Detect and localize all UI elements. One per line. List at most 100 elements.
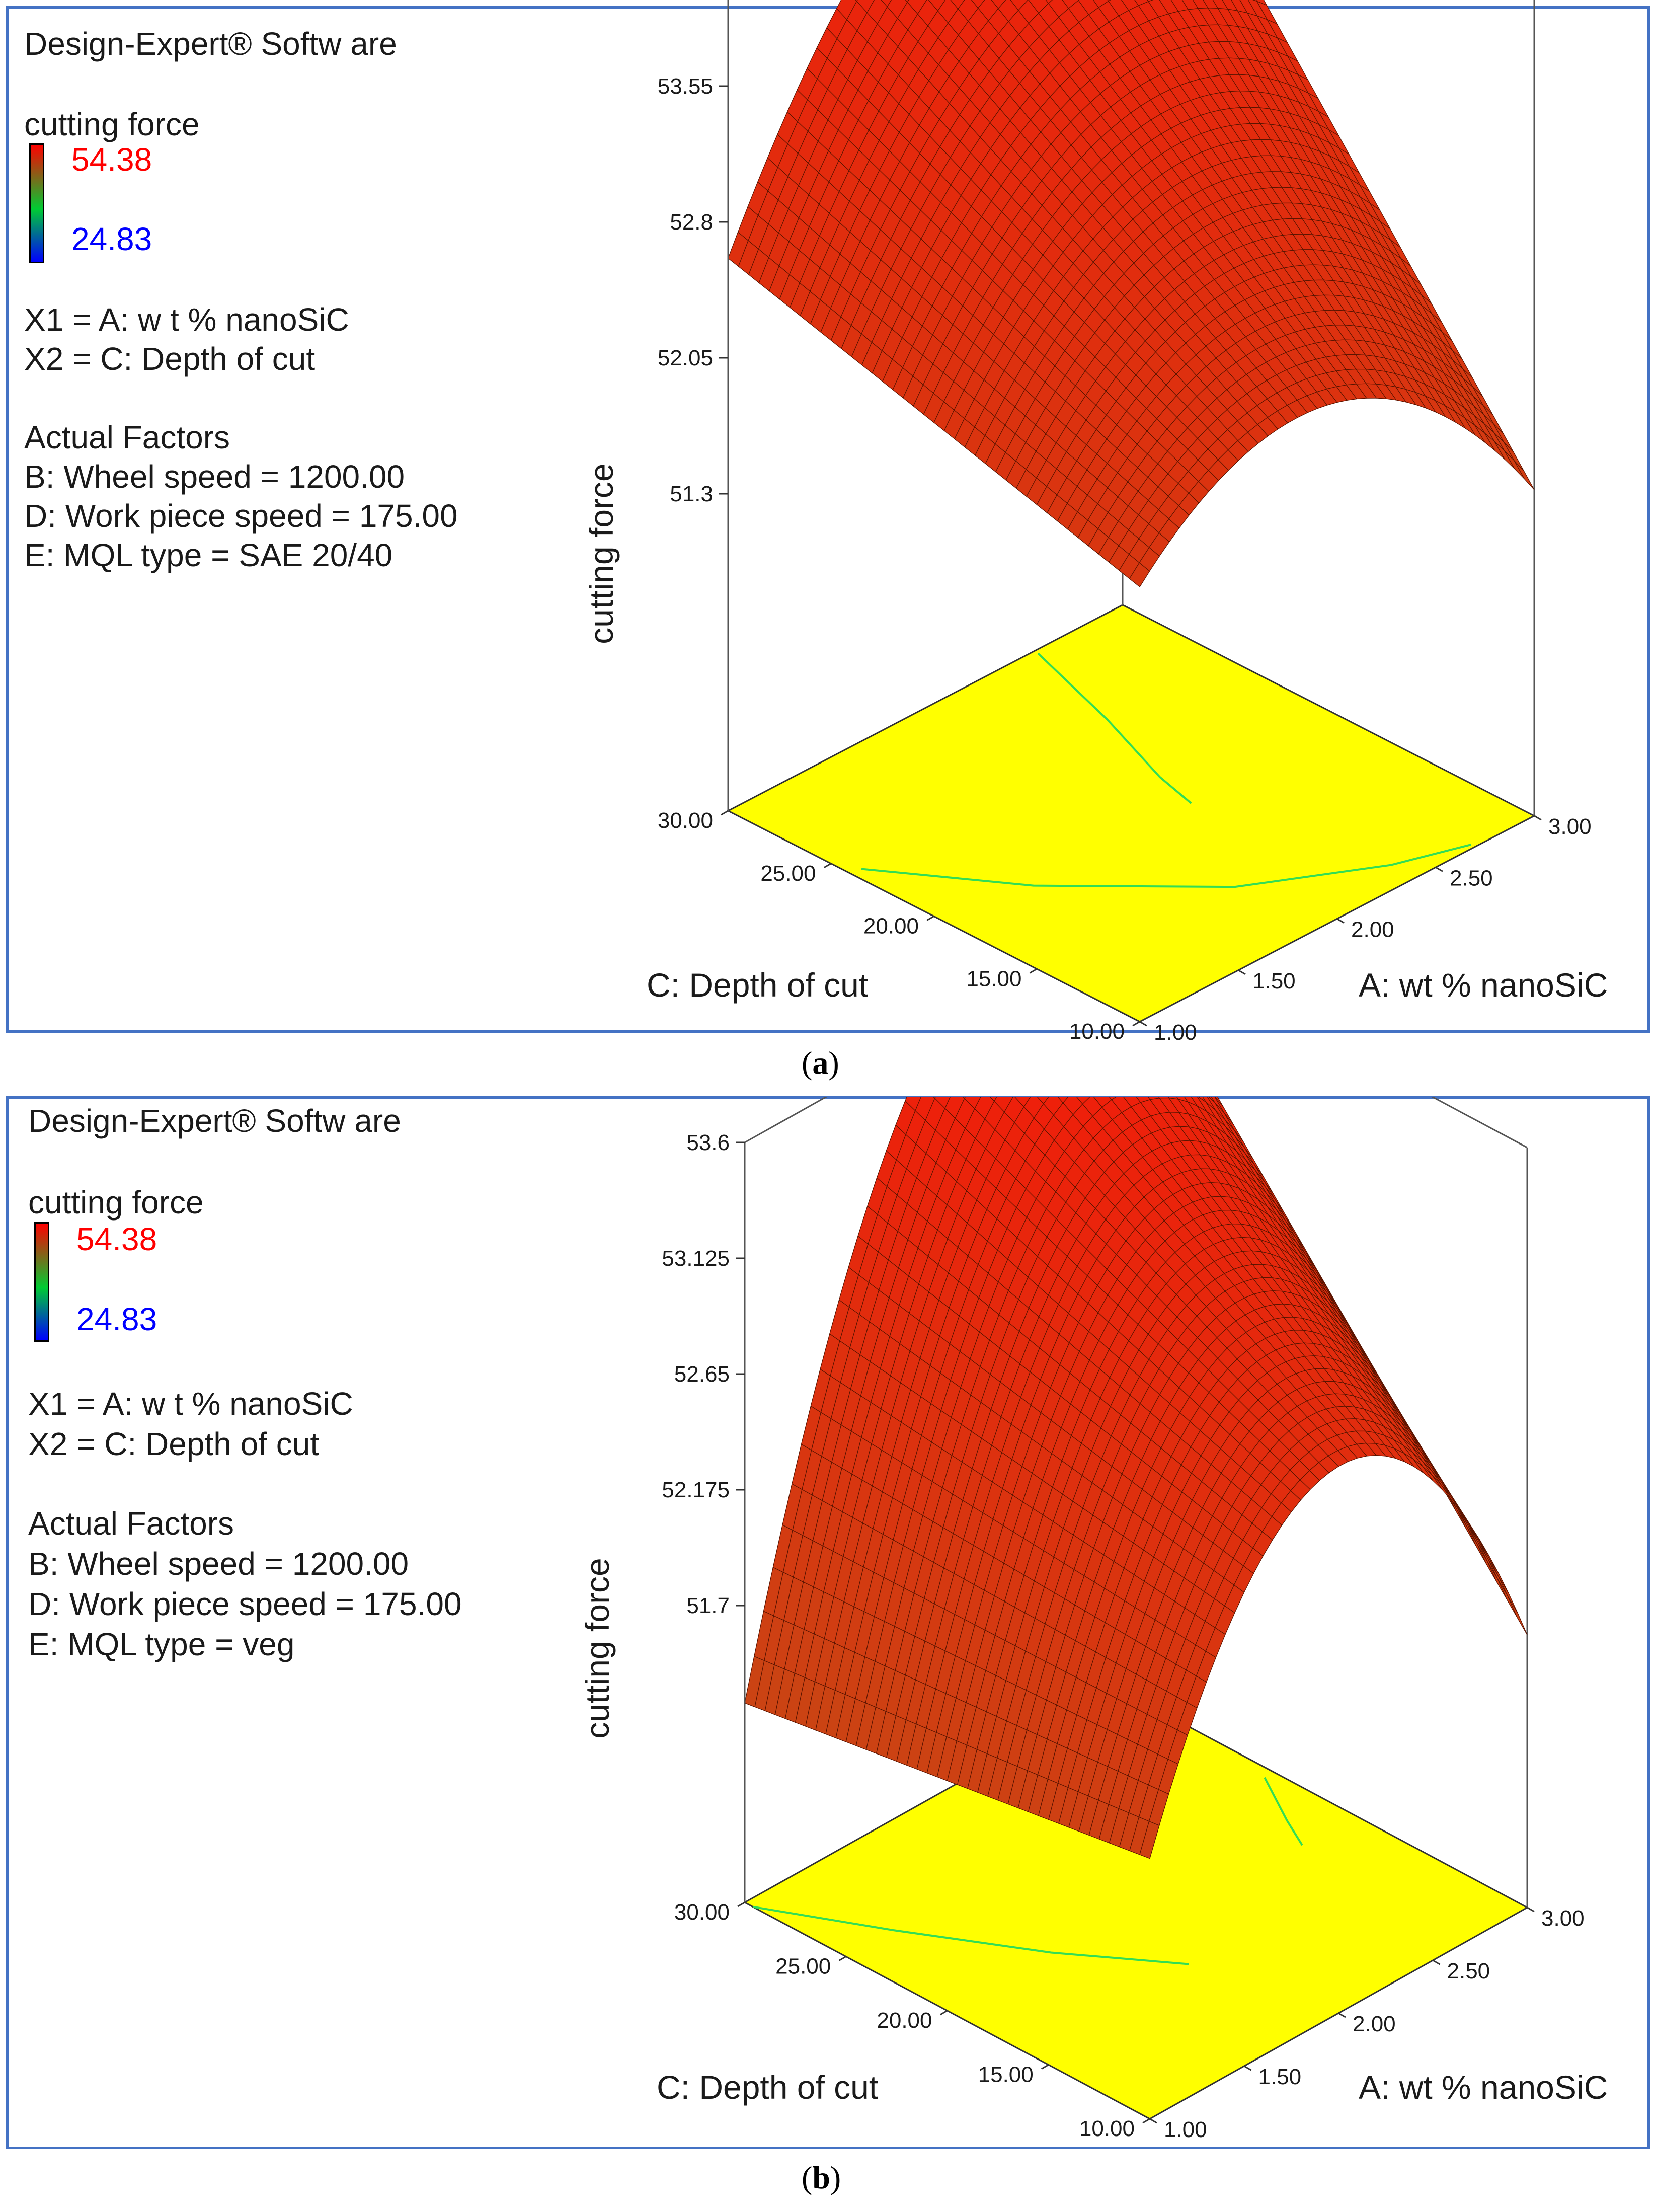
ticks-layer: 51.352.0552.853.5554.310.0015.0020.0025.… bbox=[658, 74, 1592, 1045]
x-tick-label: 1.00 bbox=[1164, 2117, 1207, 2142]
x-tick-label: 2.50 bbox=[1447, 1959, 1490, 1984]
surface-facet bbox=[1057, 1097, 1069, 1104]
surface-layer bbox=[728, 0, 1535, 587]
x-axis-label: A: wt % nanoSiC bbox=[1359, 2069, 1608, 2106]
y-tick-label: 15.00 bbox=[978, 2063, 1034, 2087]
x-tick bbox=[1432, 1959, 1441, 1965]
x-tick bbox=[1338, 2012, 1346, 2018]
frame-edge bbox=[744, 1097, 827, 1143]
legend-title: cutting force bbox=[24, 106, 200, 142]
y-tick bbox=[1041, 2064, 1049, 2070]
y-tick-label: 30.00 bbox=[674, 1900, 730, 1925]
x-tick bbox=[1527, 1906, 1535, 1913]
z-tick-label: 52.05 bbox=[658, 346, 713, 370]
surface-facet bbox=[1139, 1820, 1160, 1859]
caption-close: ) bbox=[830, 2160, 841, 2195]
y-tick-label: 25.00 bbox=[760, 861, 816, 886]
surface-facet bbox=[1507, 1595, 1528, 1635]
x-tick bbox=[1243, 2065, 1252, 2071]
y-axis-label: C: Depth of cut bbox=[647, 966, 868, 1004]
y-tick-label: 20.00 bbox=[877, 2008, 932, 2033]
surface-plot-a: 51.352.0552.853.5554.310.0015.0020.0025.… bbox=[583, 0, 1608, 1045]
z-tick-label: 51.3 bbox=[670, 482, 713, 506]
floor-contour bbox=[1037, 652, 1192, 804]
caption-letter: b bbox=[812, 2160, 830, 2195]
factor-e: E: MQL type = veg bbox=[28, 1626, 295, 1662]
y-tick bbox=[737, 1901, 745, 1908]
surface-facet bbox=[1487, 1561, 1508, 1600]
legend-colorbar bbox=[34, 1222, 49, 1342]
surface-facet bbox=[1129, 562, 1150, 587]
caption-close: ) bbox=[828, 1045, 839, 1081]
ticks-layer: 51.7 52.175 52.65 53.125 53.6 10.00 15.00 20.00… bbox=[662, 1130, 1584, 2142]
x-tick-label: 1.00 bbox=[1154, 1020, 1197, 1045]
surface-facet bbox=[881, 0, 892, 8]
x-tick-label: 3.00 bbox=[1548, 814, 1592, 839]
x1-definition: X1 = A: w t % nanoSiC bbox=[24, 301, 349, 338]
z-tick-label: 52.8 bbox=[670, 210, 713, 235]
x-tick-label: 2.50 bbox=[1450, 866, 1493, 890]
surface-facet bbox=[1037, 1097, 1049, 1105]
surface-plot-b: 51.7 52.175 52.65 53.125 53.6 10.00 15.00 20.00… bbox=[579, 1097, 1608, 2142]
z-tick-label: 53.125 bbox=[662, 1246, 730, 1271]
legend-title: cutting force bbox=[28, 1184, 204, 1221]
z-tick-label: 52.65 bbox=[674, 1362, 730, 1387]
software-title: Design-Expert® Softw are bbox=[24, 26, 397, 62]
z-tick-label: 53.55 bbox=[658, 74, 713, 99]
x-tick bbox=[1435, 866, 1443, 872]
x-tick bbox=[1238, 969, 1246, 975]
x2-definition: X2 = C: Depth of cut bbox=[28, 1426, 320, 1462]
y-tick-label: 10.00 bbox=[1069, 1019, 1125, 1044]
y-tick bbox=[721, 810, 729, 816]
x-tick-label: 2.00 bbox=[1351, 918, 1394, 942]
y-tick bbox=[1142, 2118, 1150, 2124]
legend-low-value: 24.83 bbox=[71, 221, 152, 257]
legend-high-value: 54.38 bbox=[76, 1221, 157, 1257]
x-tick-label: 1.50 bbox=[1252, 969, 1296, 994]
legend-high-value: 54.38 bbox=[71, 141, 152, 178]
x-tick-label: 1.50 bbox=[1258, 2065, 1302, 2089]
x-tick bbox=[1534, 815, 1542, 821]
software-title: Design-Expert® Softw are bbox=[28, 1103, 401, 1139]
caption-b: (b) bbox=[802, 2159, 841, 2196]
floor-layer bbox=[726, 604, 1536, 1023]
z-tick-label: 51.7 bbox=[686, 1593, 730, 1618]
factor-e: E: MQL type = SAE 20/40 bbox=[24, 537, 393, 573]
y-tick-label: 15.00 bbox=[966, 966, 1021, 991]
frame-edge bbox=[1431, 1097, 1528, 1149]
floor-contour bbox=[752, 1905, 1189, 1965]
y-tick bbox=[926, 916, 934, 921]
y-tick-label: 20.00 bbox=[863, 914, 919, 939]
y-tick-label: 10.00 bbox=[1079, 2116, 1135, 2141]
actual-factors-title: Actual Factors bbox=[24, 419, 230, 455]
x-tick bbox=[1336, 918, 1345, 924]
surface-facet bbox=[1497, 1575, 1518, 1614]
y-tick bbox=[838, 1956, 846, 1961]
y-tick-label: 25.00 bbox=[775, 1954, 831, 1979]
x-tick-label: 3.00 bbox=[1541, 1906, 1585, 1931]
factor-b: B: Wheel speed = 1200.00 bbox=[24, 459, 405, 495]
caption-open: ( bbox=[802, 2160, 813, 2195]
factor-d: D: Work piece speed = 175.00 bbox=[28, 1586, 462, 1622]
surface-facet bbox=[971, 0, 985, 9]
caption-open: ( bbox=[802, 1045, 813, 1081]
factor-d: D: Work piece speed = 175.00 bbox=[24, 498, 458, 534]
z-axis-label: cutting force bbox=[583, 463, 620, 644]
z-tick-label: 53.6 bbox=[686, 1130, 730, 1155]
y-tick bbox=[1029, 968, 1038, 974]
y-tick bbox=[939, 2010, 948, 2016]
surface-facet bbox=[990, 1097, 997, 1102]
surface-facet bbox=[1497, 1578, 1518, 1618]
y-tick-label: 30.00 bbox=[658, 808, 713, 833]
z-axis-label: cutting force bbox=[579, 1558, 616, 1739]
surface-facet bbox=[1477, 1544, 1497, 1582]
caption-letter: a bbox=[812, 1045, 829, 1081]
y-tick bbox=[1132, 1021, 1140, 1027]
x2-definition: X2 = C: Depth of cut bbox=[24, 341, 316, 377]
surface-facet bbox=[1045, 0, 1053, 4]
y-axis-label: C: Depth of cut bbox=[657, 2069, 878, 2106]
floor-plane bbox=[726, 604, 1536, 1023]
factor-b: B: Wheel speed = 1200.00 bbox=[28, 1546, 409, 1582]
floor-contour bbox=[1264, 1777, 1303, 1846]
y-tick bbox=[823, 863, 832, 869]
